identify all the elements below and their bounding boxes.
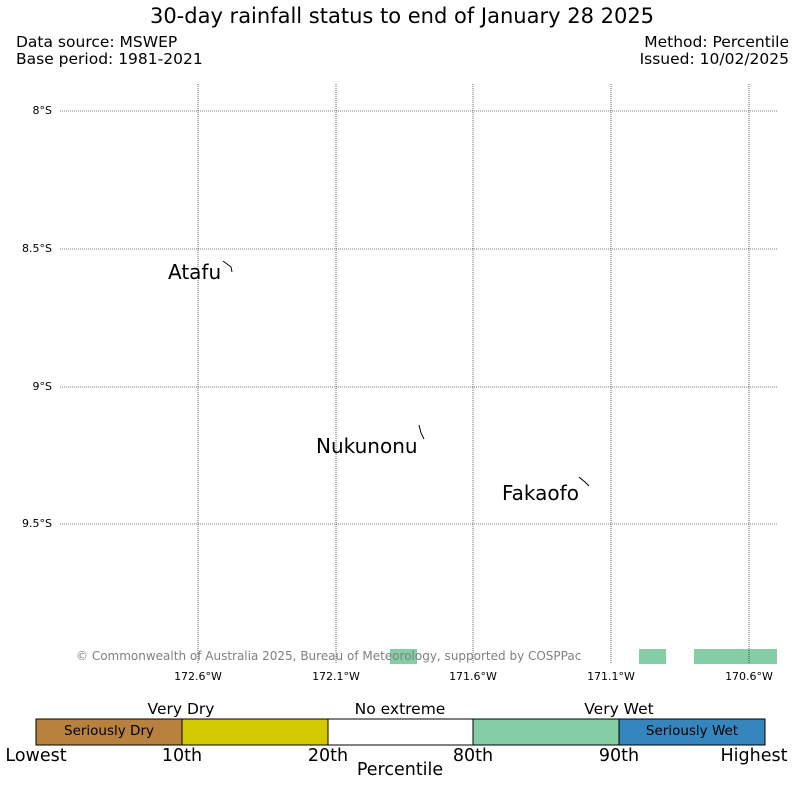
legend-box-seriously-dry: Seriously Dry xyxy=(64,723,154,739)
legend-tick-lowest: Lowest xyxy=(5,746,67,766)
base-period-line: Base period: 1981-2021 xyxy=(16,50,203,68)
rain-cell xyxy=(390,649,417,664)
data-source-line: Data source: MSWEP xyxy=(16,33,178,51)
place-fakaofo: Fakaofo xyxy=(502,481,579,505)
lon-label: 171.1°W xyxy=(587,670,635,683)
legend-tick-90th: 90th xyxy=(598,746,640,766)
rain-cell xyxy=(694,649,777,664)
legend-swatch-seriously-wet xyxy=(618,718,766,746)
place-nukunonu: Nukunonu xyxy=(316,434,418,458)
legend-tick-80th: 80th xyxy=(452,746,494,766)
rain-cell xyxy=(639,649,666,664)
method-info: Method: Percentile Issued: 10/02/2025 xyxy=(640,34,789,68)
legend-category-very-dry: Very Dry xyxy=(147,700,215,718)
legend-category-very-wet: Very Wet xyxy=(584,700,654,718)
lon-label: 170.6°W xyxy=(725,670,773,683)
legend-swatch-very-dry xyxy=(181,718,329,746)
map-area xyxy=(60,84,777,664)
lat-label: 9°S xyxy=(32,380,52,393)
atafu-atoll-outline xyxy=(222,260,233,273)
lat-label: 8°S xyxy=(32,104,52,117)
legend-tick-20th: 20th xyxy=(307,746,349,766)
legend-swatch-no-extreme xyxy=(327,718,474,746)
issued-line: Issued: 10/02/2025 xyxy=(639,50,789,68)
lat-label: 8.5°S xyxy=(22,242,52,255)
legend-category-no-extreme: No extreme xyxy=(354,700,446,718)
method-line: Method: Percentile xyxy=(644,33,789,51)
data-source-info: Data source: MSWEP Base period: 1981-202… xyxy=(16,34,203,68)
copyright-notice: © Commonwealth of Australia 2025, Bureau… xyxy=(76,649,582,663)
nukunonu-atoll-outline xyxy=(418,424,425,440)
legend-tick-highest: Highest xyxy=(720,746,788,766)
place-atafu: Atafu xyxy=(168,260,222,284)
legend-swatch-very-wet xyxy=(472,718,620,746)
legend-colorbar xyxy=(35,718,766,746)
lon-label: 171.6°W xyxy=(449,670,497,683)
lat-label: 9.5°S xyxy=(22,517,52,530)
fakaofo-atoll-outline xyxy=(578,476,590,487)
legend-axis-label: Percentile xyxy=(356,760,444,780)
lon-label: 172.6°W xyxy=(174,670,222,683)
map-title: 30-day rainfall status to end of January… xyxy=(149,4,655,28)
legend-swatch-seriously-dry xyxy=(35,718,183,746)
lon-label: 172.1°W xyxy=(312,670,360,683)
legend-box-seriously-wet: Seriously Wet xyxy=(645,723,739,739)
legend-tick-10th: 10th xyxy=(161,746,203,766)
